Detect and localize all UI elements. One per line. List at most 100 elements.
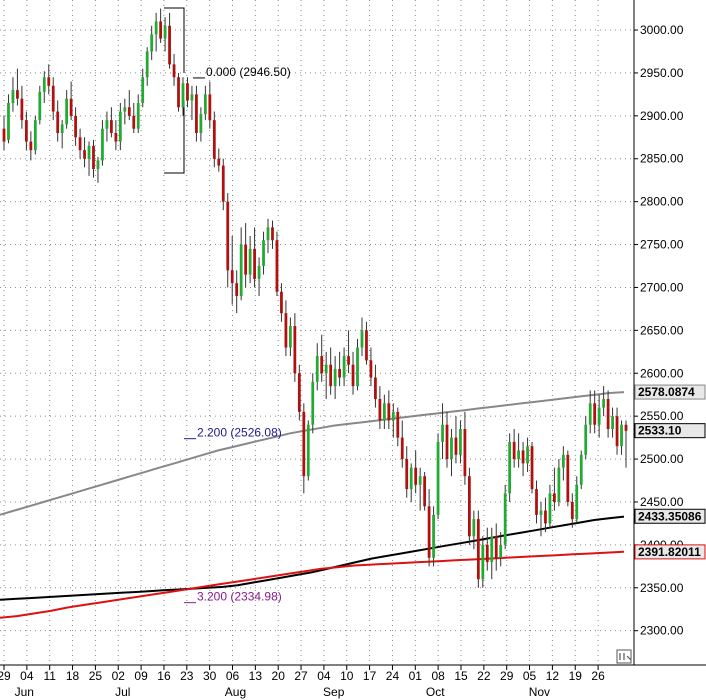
candle [280, 283, 283, 322]
candle-body [87, 145, 91, 159]
candle [584, 416, 588, 460]
candle [387, 390, 391, 430]
candlesticks [2, 8, 628, 588]
y-tick-label: 2450.00 [640, 495, 684, 509]
candle [418, 467, 422, 511]
candle-body [436, 441, 440, 515]
candle [208, 81, 212, 129]
candle [293, 313, 297, 382]
candle [512, 429, 516, 468]
candle [136, 94, 140, 133]
candle-body [33, 120, 37, 151]
candle [494, 523, 498, 571]
candle-body [262, 240, 265, 266]
candle-body [190, 94, 194, 101]
candle-body [503, 493, 507, 545]
candle [356, 338, 359, 391]
candle-body [195, 94, 198, 133]
candle-body [535, 489, 538, 515]
x-tick-label: 10 [340, 669, 354, 683]
x-tick-label: 13 [249, 669, 263, 683]
candle-body [530, 446, 534, 490]
candle [530, 441, 534, 494]
y-tick-label: 2700.00 [640, 280, 684, 294]
candle [78, 128, 82, 159]
candle-body [74, 115, 77, 138]
candle [517, 433, 520, 468]
candle [561, 446, 565, 481]
candle-body [302, 411, 306, 477]
candle-body [11, 90, 15, 103]
candle [289, 317, 292, 357]
x-tick-label: 02 [112, 669, 126, 683]
x-tick-label: 16 [157, 669, 171, 683]
candle [548, 484, 552, 528]
candle [123, 98, 127, 125]
candle-body [186, 83, 189, 101]
candle-body [145, 51, 149, 78]
x-tick-label: 27 [294, 669, 308, 683]
candle [16, 68, 19, 106]
candle [324, 351, 328, 399]
candle-body [521, 450, 525, 464]
candle-body [557, 467, 561, 502]
candle [239, 227, 243, 301]
candle [230, 235, 234, 305]
candle [101, 120, 104, 166]
price-tag: 2578.0874 [634, 384, 706, 400]
candle [400, 420, 404, 468]
fib-level-label: 2.200 (2526.08) [197, 426, 282, 440]
x-tick-label: 18 [66, 669, 80, 683]
candle [51, 77, 55, 121]
candle-body [548, 493, 552, 524]
candle-body [342, 356, 346, 378]
x-tick-label: 17 [363, 669, 377, 683]
y-tick-label: 2750.00 [640, 238, 684, 252]
candle [7, 94, 10, 144]
candle-body [244, 244, 248, 275]
scroll-icon[interactable] [616, 649, 632, 664]
moving-average-line [0, 550, 625, 619]
candle-body [315, 356, 319, 382]
x-month-label: Sep [323, 685, 345, 699]
y-tick-label: 2850.00 [640, 152, 684, 166]
candle-body [203, 94, 207, 115]
candle [481, 536, 485, 588]
candle-body [60, 124, 64, 133]
y-tick-label: 2950.00 [640, 66, 684, 80]
candle [221, 158, 225, 211]
candle-body [181, 83, 185, 108]
candle [150, 25, 154, 61]
x-tick-label: 29 [0, 669, 11, 683]
candle [360, 317, 364, 357]
candle [275, 231, 279, 297]
candle [347, 330, 350, 374]
candle [266, 218, 270, 254]
candle-body [51, 85, 55, 112]
candle [338, 351, 341, 387]
candle [132, 102, 136, 133]
candle-body [602, 399, 606, 408]
candle [118, 102, 122, 151]
candle [11, 77, 15, 112]
candle [557, 459, 561, 507]
candle [499, 532, 503, 567]
candle [20, 85, 24, 129]
candle [168, 12, 171, 69]
candle-body [494, 536, 498, 558]
candle [445, 411, 449, 468]
candle [602, 386, 606, 417]
candle [369, 347, 373, 387]
candle [575, 476, 579, 524]
candle [490, 527, 494, 580]
candle [427, 489, 431, 567]
candle-body [16, 90, 19, 99]
candle-body [127, 107, 131, 116]
candle-body [284, 313, 288, 348]
candle-body [405, 459, 409, 490]
x-tick-label: 24 [386, 669, 400, 683]
candle [42, 71, 46, 103]
candle-body [7, 102, 10, 140]
price-tag-box [634, 508, 706, 524]
candle-body [42, 77, 46, 92]
